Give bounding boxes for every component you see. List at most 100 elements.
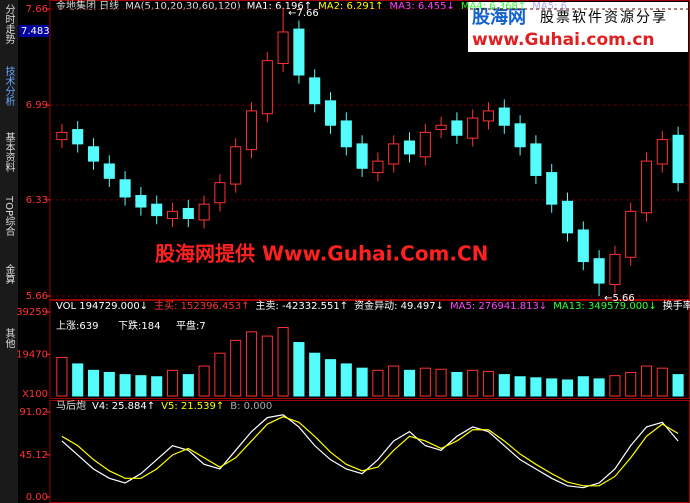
candle-body: [498, 107, 510, 126]
volume-bar: [56, 356, 68, 397]
volume-bar: [435, 368, 447, 397]
volume-bar: [419, 367, 431, 397]
tab[interactable]: 基本资料: [3, 131, 15, 173]
header-text: MA(5,10,20,30,60,120): [125, 1, 241, 12]
volume-bar: [388, 365, 400, 397]
last-price-box: [19, 25, 49, 37]
indicator-panel: [49, 400, 690, 503]
candle-body: [214, 182, 226, 204]
candle-body: [435, 124, 447, 131]
tab[interactable]: 分时走势: [3, 4, 15, 45]
header-text: V4: 25.884↑: [92, 401, 155, 412]
header-text: MA13: 349579.000↓: [553, 301, 657, 312]
candle-body: [103, 163, 115, 179]
volume-bar: [625, 371, 637, 397]
annotation: ←5.66: [604, 293, 635, 304]
volume-bar: [166, 369, 179, 397]
volume-bar: [277, 327, 289, 397]
candle-body: [324, 100, 337, 126]
volume-bar: [324, 359, 337, 397]
volume-bar: [561, 379, 574, 397]
candle-body: [182, 207, 194, 220]
header-text: MA4: 6.368↑: [461, 1, 526, 12]
volume-bar: [293, 342, 305, 397]
volume-bar: [372, 369, 384, 397]
stat: 上涨:639: [56, 320, 98, 332]
unit-label: X100: [22, 389, 48, 400]
volume-bar: [640, 365, 653, 397]
candle-body: [530, 143, 542, 176]
volume-bar: [230, 339, 242, 397]
y-tick-label: 0.00: [26, 492, 48, 503]
candle-body: [56, 131, 68, 141]
volume-bar: [87, 369, 100, 397]
y-tick-label: 91.02: [19, 407, 48, 418]
volume-bar: [498, 374, 510, 397]
volume-bar: [609, 375, 621, 397]
candle-body: [198, 203, 210, 221]
watermark-url: www.Guhai.com.cn: [472, 30, 655, 50]
volume-bar: [530, 377, 542, 397]
volume-bar: [340, 363, 352, 397]
y-tick-label: 5.66: [26, 291, 48, 302]
volume-bar: [214, 352, 226, 397]
volume-bar: [593, 378, 605, 397]
candle-body: [656, 139, 668, 165]
header-text: 马后炮: [56, 399, 86, 412]
header-text: 主卖: -42332.551↑: [255, 300, 348, 312]
candle-body: [640, 160, 653, 214]
tab[interactable]: 金算: [3, 263, 15, 285]
volume-bar: [577, 376, 589, 397]
candle-body: [419, 131, 431, 158]
sidebar: [0, 0, 18, 503]
header-text: MA3: 6.455↓: [389, 1, 454, 12]
volume-bar: [135, 375, 147, 397]
candle-body: [514, 123, 526, 148]
header-text: MA5: 6: [532, 1, 567, 12]
volume-bar: [656, 367, 668, 397]
y-tick-label: 6.33: [26, 195, 48, 206]
volume-bar: [467, 369, 479, 397]
candle-body: [356, 143, 368, 169]
tab[interactable]: 其他: [3, 328, 15, 349]
volume-bar: [182, 374, 194, 397]
candle-body: [403, 140, 416, 155]
volume-bar: [546, 378, 558, 397]
tab[interactable]: TOP综合: [3, 195, 15, 237]
header-text: V5: 21.539↑: [161, 401, 224, 412]
candle-body: [593, 258, 605, 284]
candle-body: [245, 110, 258, 151]
sidebar-tabs: 分时走势 技术分析 基本资料 TOP综合 金算 其他: [3, 4, 15, 349]
volume-bar: [514, 376, 526, 397]
header-text: 资金异动: 49.497↓: [354, 299, 444, 312]
y-tick-label: 19470: [16, 349, 48, 360]
candle-body: [135, 195, 147, 208]
volume-bar: [103, 371, 115, 397]
tab[interactable]: 技术分析: [3, 65, 15, 107]
candle-body: [87, 146, 100, 162]
candle-body: [451, 120, 463, 136]
watermark-logo: 股海网: [471, 6, 526, 28]
volume-bar: [672, 374, 684, 397]
volume-bar: [482, 370, 495, 397]
volume-bar: [198, 365, 210, 397]
header-text: 主买: 152396.453↑: [154, 300, 249, 312]
watermark-box: [468, 2, 688, 52]
volume-bar: [356, 367, 368, 397]
watermark-slogan: 股票软件资源分享: [540, 9, 668, 26]
indicator-line: [61, 416, 679, 487]
volume-bar: [309, 352, 321, 397]
candle-body: [672, 134, 684, 184]
stat: 平盘:7: [176, 319, 206, 332]
candle-body: [119, 179, 131, 198]
header-text: MA1: 6.196↑: [247, 1, 312, 12]
candle-body: [277, 31, 289, 65]
volume-bar: [119, 374, 131, 397]
header-text: MA2: 6.291↑: [318, 1, 383, 12]
candle-body: [230, 146, 242, 185]
volume-bar: [451, 371, 463, 397]
candle-body: [467, 117, 479, 139]
candle-body: [261, 60, 273, 115]
header-text: 金地集团 日线: [56, 0, 119, 12]
